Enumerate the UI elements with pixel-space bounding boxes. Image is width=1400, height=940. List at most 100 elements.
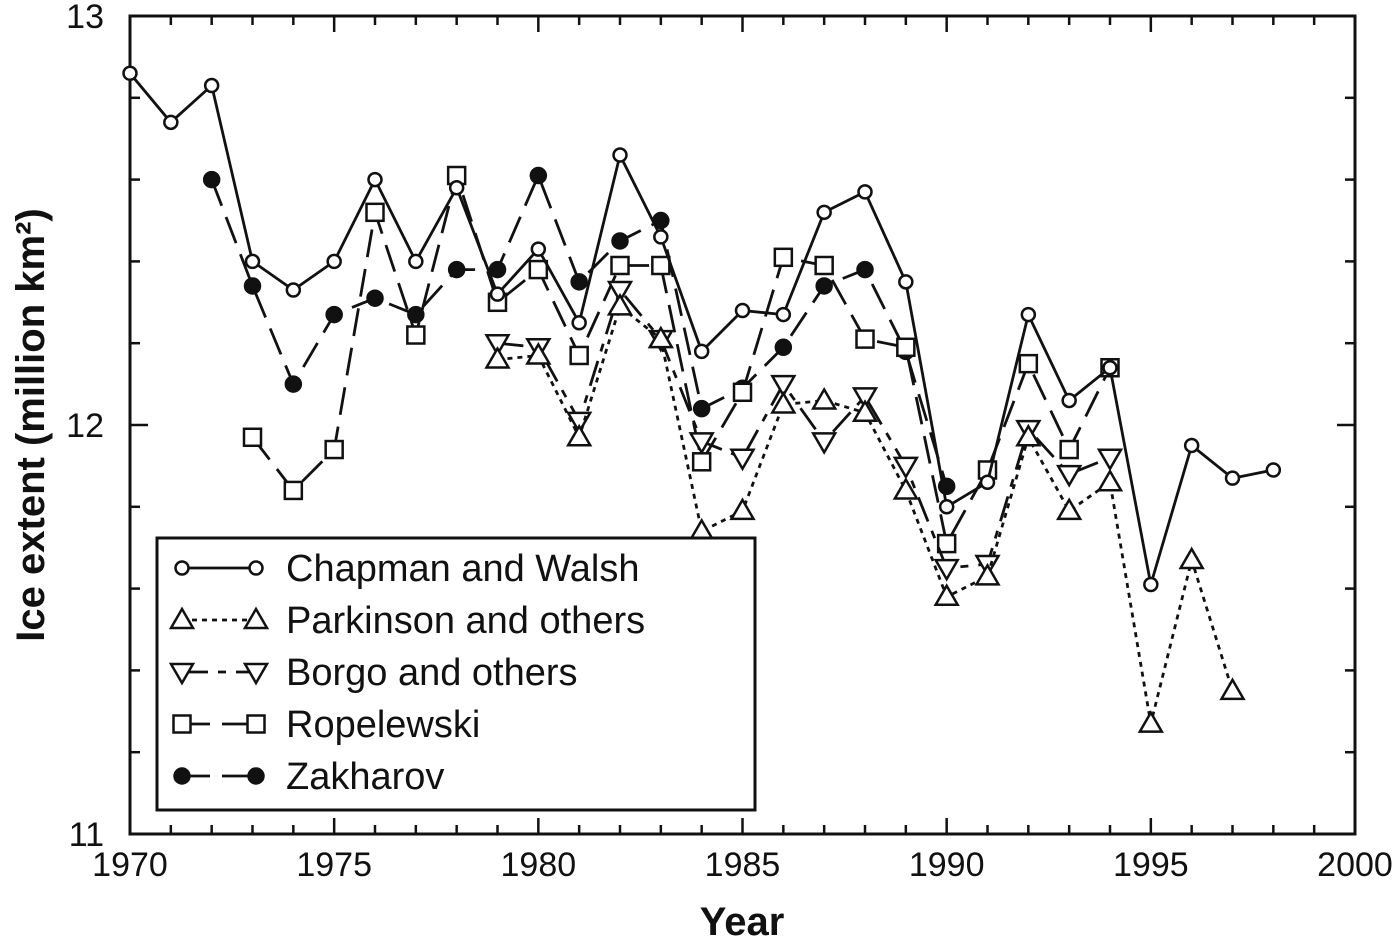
series-3-point-1977 <box>406 325 426 345</box>
series-1-point-1986 <box>770 391 797 414</box>
series-line-3 <box>251 174 1112 545</box>
series-1-point-1984 <box>688 517 715 541</box>
series-1-point-1981 <box>565 423 593 447</box>
x-tick-label-1995: 1995 <box>1113 846 1189 884</box>
legend-label-2: Borgo and others <box>286 652 578 694</box>
series-0-point-1984 <box>693 343 710 360</box>
series-0-point-1973 <box>244 253 261 270</box>
series-3-point-1975 <box>324 439 344 460</box>
legend-marker-end-3 <box>246 714 266 734</box>
series-0-point-1976 <box>367 171 383 188</box>
x-tick-label-2000: 2000 <box>1317 846 1393 884</box>
series-layer <box>122 65 1282 733</box>
series-4-point-1988 <box>856 260 874 279</box>
series-0-point-1989 <box>898 274 914 290</box>
series-1-point-1997 <box>1219 677 1246 701</box>
series-2-point-1982 <box>606 280 634 304</box>
legend-label-4: Zakharov <box>286 756 444 798</box>
series-1-point-1979 <box>484 346 511 369</box>
y-tick-label-13: 13 <box>66 0 104 36</box>
series-2-point-1994 <box>1096 448 1124 472</box>
series-3-point-1989 <box>896 337 916 358</box>
legend-marker-end-1 <box>242 606 270 630</box>
legend-label-3: Ropelewski <box>286 704 480 746</box>
series-2-point-1990 <box>933 558 960 582</box>
series-0-point-1988 <box>857 184 873 200</box>
series-1-point-1996 <box>1178 546 1205 570</box>
series-3-point-1985 <box>732 382 753 403</box>
series-3-point-1983 <box>651 255 671 276</box>
series-0-point-1970 <box>122 65 138 82</box>
series-3-point-1988 <box>855 329 875 349</box>
y-tick-label-12: 12 <box>66 407 104 445</box>
series-0 <box>122 65 1282 593</box>
series-0-point-1978 <box>448 180 465 196</box>
series-0-point-1998 <box>1265 462 1282 478</box>
legend-marker-start-4 <box>173 767 191 785</box>
series-0-point-1986 <box>775 306 792 323</box>
series-3 <box>242 165 1120 554</box>
x-tick-label-1990: 1990 <box>909 846 985 884</box>
series-0-point-1979 <box>489 286 506 302</box>
legend-marker-start-3 <box>172 714 192 734</box>
series-1-point-1983 <box>647 325 675 349</box>
series-4-point-1979 <box>488 260 507 279</box>
y-tick-labels: 11 12 13 <box>66 0 104 854</box>
series-1-point-1994 <box>1096 468 1124 492</box>
series-0-point-1996 <box>1183 437 1200 454</box>
y-axis-title: Ice extent (million km²) <box>9 208 53 641</box>
series-1-point-1989 <box>892 476 920 500</box>
x-tick-labels: 1970 1975 1980 1985 1990 1995 2000 <box>92 846 1393 884</box>
series-0-point-1990 <box>938 499 955 515</box>
x-tick-label-1985: 1985 <box>705 846 781 884</box>
x-tick-label-1980: 1980 <box>501 846 577 884</box>
series-3-point-1976 <box>365 202 385 223</box>
series-line-0 <box>128 72 1274 586</box>
series-2-point-1984 <box>688 432 715 455</box>
series-0-point-1977 <box>408 253 424 270</box>
series-4-point-1976 <box>366 289 384 307</box>
series-4-point-1982 <box>611 232 629 250</box>
series-0-point-1987 <box>816 204 832 221</box>
series-0-point-1981 <box>571 315 587 331</box>
series-4-point-1986 <box>774 338 793 357</box>
series-0-point-1985 <box>734 302 751 319</box>
legend-marker-end-0 <box>248 560 264 576</box>
series-1-point-1982 <box>606 292 634 316</box>
series-1-point-1995 <box>1137 710 1165 733</box>
legend-marker-start-0 <box>174 560 190 576</box>
x-axis-title: Year <box>700 900 785 940</box>
series-line-2 <box>497 288 1111 570</box>
series-0-point-1975 <box>326 253 342 270</box>
series-1-point-1993 <box>1055 497 1083 521</box>
series-3-point-1993 <box>1059 439 1079 460</box>
legend-label-1: Parkinson and others <box>286 600 645 642</box>
series-4-point-1980 <box>529 166 548 185</box>
series-3-point-1992 <box>1018 353 1039 374</box>
x-tick-label-1975: 1975 <box>296 846 372 884</box>
series-0-point-1980 <box>530 241 547 257</box>
series-4-point-1977 <box>407 305 425 324</box>
series-2-point-1988 <box>851 387 879 410</box>
series-3-point-1974 <box>283 480 304 501</box>
x-tick-label-1970: 1970 <box>92 846 168 884</box>
series-4-point-1987 <box>815 277 833 295</box>
series-3-point-1986 <box>773 247 794 268</box>
legend-marker-end-2 <box>242 662 270 686</box>
series-2 <box>484 280 1124 582</box>
series-1-point-1987 <box>810 386 838 410</box>
series-1-point-1990 <box>933 583 960 607</box>
legend: Chapman and Walsh Parkinson and others Bor… <box>155 536 757 812</box>
y-tick-label-11: 11 <box>69 816 104 854</box>
series-1-point-1988 <box>851 399 879 422</box>
series-2-point-1987 <box>810 432 838 455</box>
series-4-point-1984 <box>692 399 711 418</box>
series-4-point-1981 <box>570 273 588 291</box>
series-0-point-1994 <box>1102 359 1118 376</box>
series-3-point-1973 <box>242 427 263 448</box>
legend-marker-start-2 <box>168 662 196 686</box>
series-0-point-1995 <box>1143 576 1159 593</box>
series-0-point-1992 <box>1020 306 1037 323</box>
series-0-point-1974 <box>285 282 302 298</box>
